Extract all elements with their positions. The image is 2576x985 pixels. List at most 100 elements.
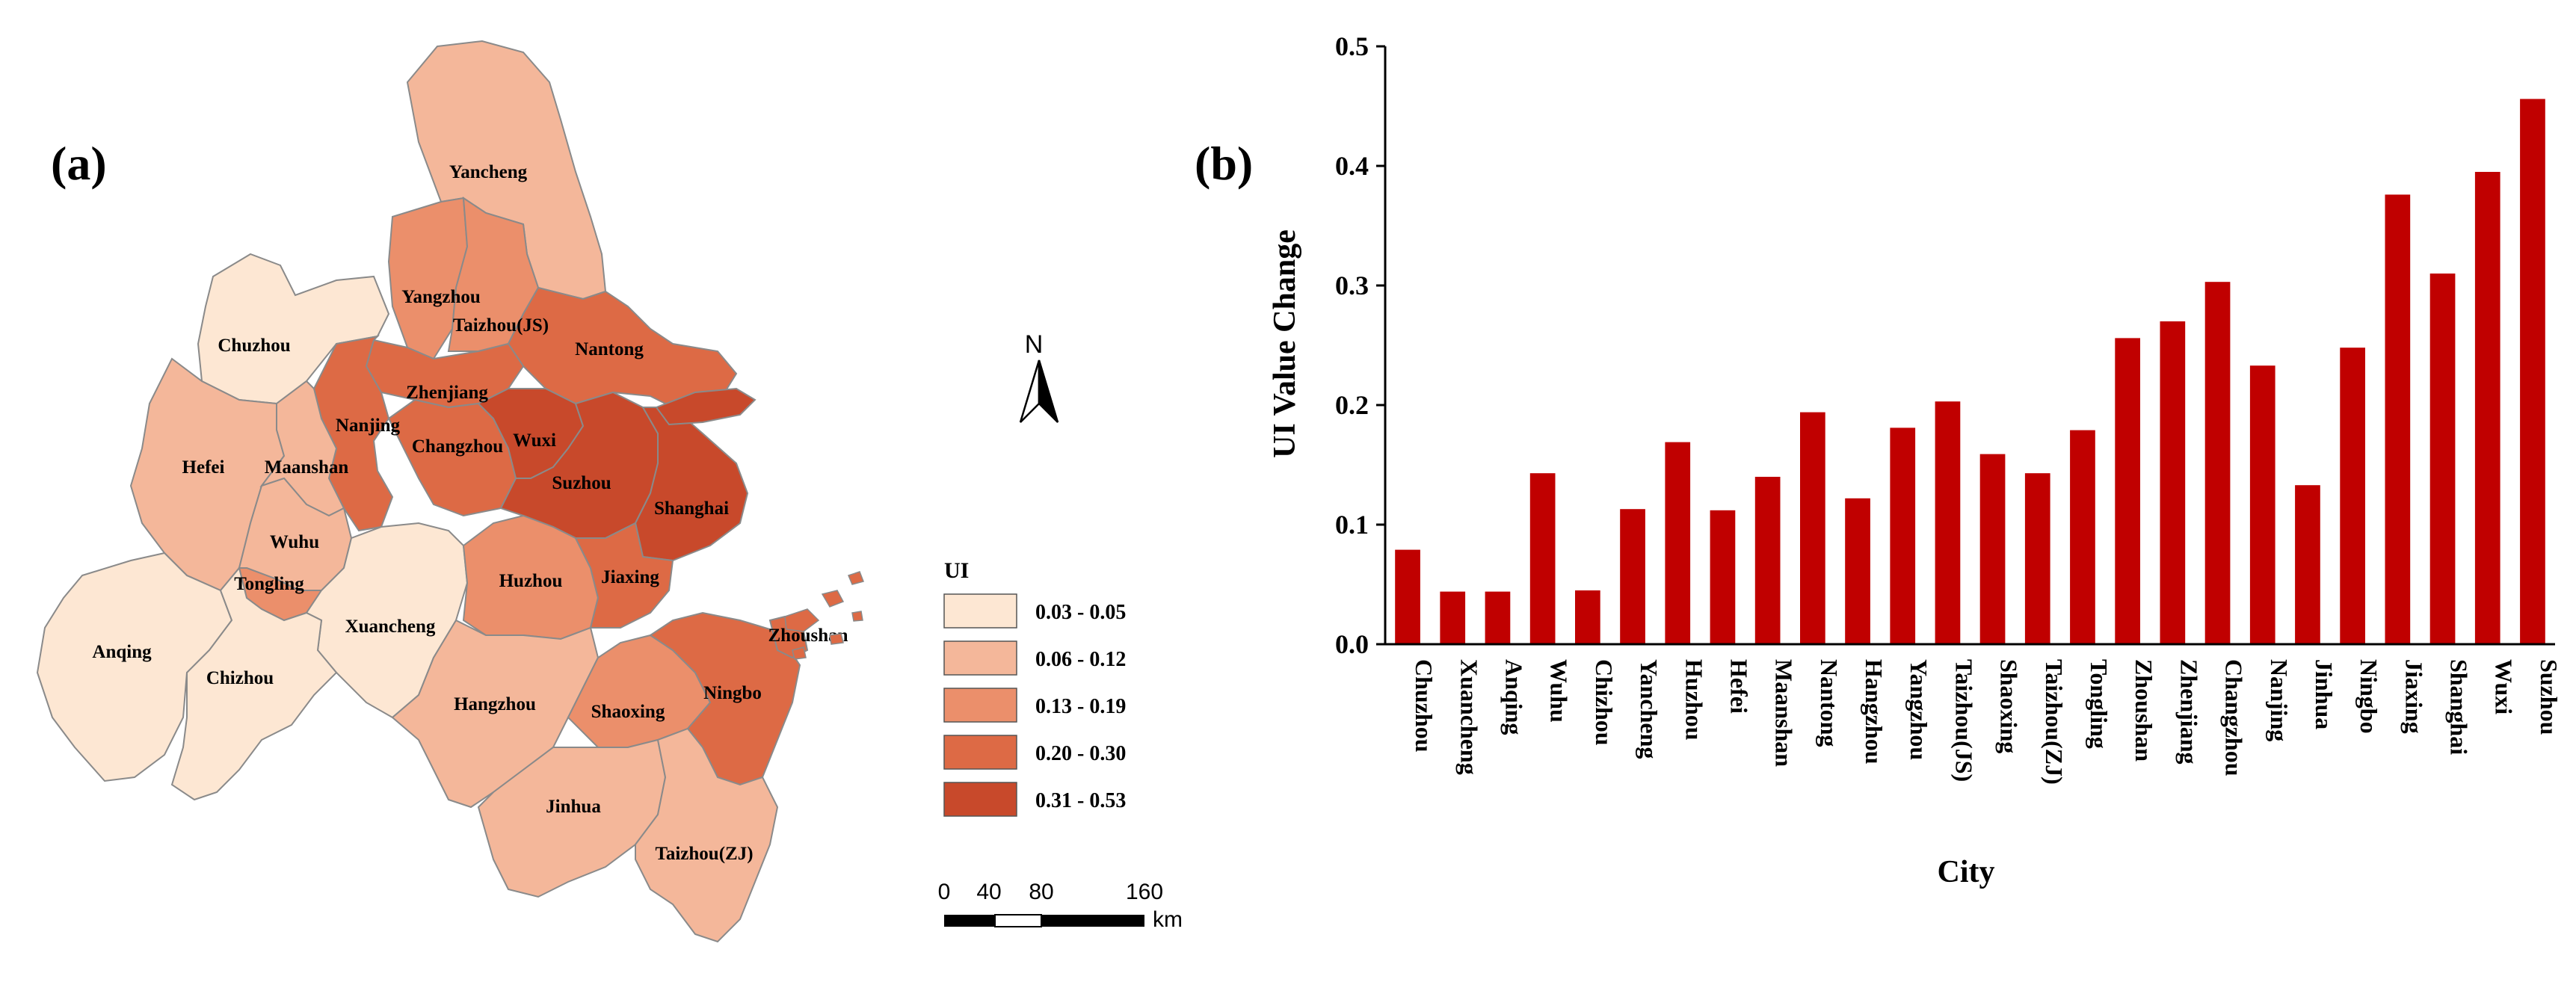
y-tick-label-1: 0.1 bbox=[1335, 510, 1369, 540]
bar-jiaxing bbox=[2385, 194, 2411, 644]
city-label-suzhou: Suzhou bbox=[552, 473, 611, 493]
x-tick-label-chuzhou: Chuzhou bbox=[1411, 659, 1438, 753]
bar-changzhou bbox=[2204, 282, 2231, 644]
bar-zhenjiang bbox=[2160, 321, 2186, 644]
scale-tick-40: 40 bbox=[976, 880, 1001, 904]
city-label-taizhou-zj: Taizhou(ZJ) bbox=[655, 844, 753, 864]
x-tick-label-shaoxing: Shaoxing bbox=[1996, 659, 2023, 753]
region-taizhou-zj bbox=[635, 727, 779, 943]
scale-tick-80: 80 bbox=[1029, 880, 1053, 904]
north-arrow: N bbox=[1019, 330, 1059, 423]
bar-chuzhou bbox=[1395, 549, 1420, 644]
legend: UI 0.03 - 0.05 0.06 - 0.12 0.13 - 0.19 0.20… bbox=[943, 558, 1126, 817]
scale-bar: 0 40 80 160 km bbox=[938, 880, 1183, 932]
panel-a-label: (a) bbox=[51, 137, 107, 190]
city-label-zhenjiang: Zhenjiang bbox=[406, 383, 488, 403]
map-regions bbox=[36, 40, 809, 943]
bar-nanjing bbox=[2249, 365, 2275, 644]
x-ticks: Chuzhou Xuancheng Anqing Wuhu Chizhou Yanchen… bbox=[1411, 659, 2563, 785]
x-tick-label-nanjing: Nanjing bbox=[2266, 659, 2293, 741]
x-tick-label-taizhou-zj: Taizhou(ZJ) bbox=[2041, 659, 2068, 785]
x-tick-label-wuhu: Wuhu bbox=[1546, 659, 1573, 723]
map-panel: (a) Yancheng Yangzhou Taizhou(JS) Nantong Ch… bbox=[36, 40, 1183, 943]
scale-unit: km bbox=[1153, 907, 1183, 932]
legend-label-1: 0.06 - 0.12 bbox=[1035, 648, 1126, 671]
city-label-yancheng: Yancheng bbox=[449, 162, 528, 182]
x-tick-label-yancheng: Yancheng bbox=[1636, 659, 1663, 759]
city-label-huzhou: Huzhou bbox=[499, 571, 563, 591]
x-tick-label-hefei: Hefei bbox=[1725, 659, 1752, 714]
bar-ningbo bbox=[2340, 348, 2365, 644]
bar-jinhua bbox=[2295, 485, 2320, 644]
city-label-hangzhou: Hangzhou bbox=[454, 694, 536, 714]
scale-seg-2 bbox=[994, 914, 1042, 927]
x-tick-label-jinhua: Jinhua bbox=[2311, 659, 2338, 729]
city-label-ningbo: Ningbo bbox=[703, 683, 762, 703]
bar-huzhou bbox=[1665, 442, 1691, 644]
city-label-jiaxing: Jiaxing bbox=[601, 567, 659, 587]
city-label-yangzhou: Yangzhou bbox=[401, 287, 481, 307]
city-label-shanghai: Shanghai bbox=[654, 498, 729, 519]
bar-wuxi bbox=[2474, 172, 2500, 644]
x-tick-label-hangzhou: Hangzhou bbox=[1861, 659, 1888, 764]
chart-panel: (b) UI Value Change City 0.0 0.1 0.2 0.3 0.4… bbox=[1195, 31, 2563, 889]
north-label: N bbox=[1025, 330, 1044, 359]
bar-tongling bbox=[2070, 430, 2095, 644]
city-label-xuancheng: Xuancheng bbox=[345, 617, 436, 637]
city-label-jinhua: Jinhua bbox=[546, 797, 601, 817]
bar-taizhou-zj bbox=[2024, 473, 2050, 644]
y-tick-label-4: 0.4 bbox=[1335, 151, 1369, 181]
city-label-tongling: Tongling bbox=[234, 574, 304, 594]
region-shanghai bbox=[634, 407, 749, 562]
legend-title: UI bbox=[944, 558, 969, 583]
legend-label-4: 0.31 - 0.53 bbox=[1035, 789, 1126, 812]
bar-chizhou bbox=[1575, 590, 1600, 644]
city-label-taizhou-js: Taizhou(JS) bbox=[453, 315, 549, 336]
legend-label-3: 0.20 - 0.30 bbox=[1035, 742, 1126, 765]
y-tick-label-2: 0.2 bbox=[1335, 390, 1369, 420]
x-tick-label-maanshan: Maanshan bbox=[1771, 659, 1798, 767]
y-tick-label-3: 0.3 bbox=[1335, 271, 1369, 300]
legend-swatch-0 bbox=[943, 593, 1017, 629]
x-tick-label-zhenjiang: Zhenjiang bbox=[2175, 659, 2202, 764]
legend-items: 0.03 - 0.05 0.06 - 0.12 0.13 - 0.19 0.20 - … bbox=[943, 593, 1126, 817]
region-chizhou bbox=[170, 566, 338, 801]
city-label-nantong: Nantong bbox=[575, 339, 644, 359]
bar-yangzhou bbox=[1890, 427, 1916, 644]
legend-label-0: 0.03 - 0.05 bbox=[1035, 601, 1126, 624]
city-label-wuxi: Wuxi bbox=[513, 430, 556, 451]
zhoushan-islands bbox=[784, 571, 864, 660]
bar-hefei bbox=[1710, 510, 1736, 644]
x-tick-label-ningbo: Ningbo bbox=[2355, 659, 2382, 734]
legend-swatch-1 bbox=[943, 640, 1017, 676]
bar-suzhou bbox=[2520, 99, 2545, 644]
axes bbox=[1384, 46, 2555, 646]
city-label-changzhou: Changzhou bbox=[412, 436, 503, 457]
legend-swatch-2 bbox=[943, 688, 1017, 723]
city-label-wuhu: Wuhu bbox=[270, 532, 319, 552]
x-tick-label-zhoushan: Zhoushan bbox=[2130, 659, 2157, 762]
scale-seg-1 bbox=[944, 915, 995, 927]
legend-label-2: 0.13 - 0.19 bbox=[1035, 695, 1126, 718]
legend-swatch-4 bbox=[943, 782, 1017, 817]
x-tick-label-wuxi: Wuxi bbox=[2491, 659, 2518, 714]
bars bbox=[1395, 99, 2545, 644]
bar-maanshan bbox=[1754, 477, 1781, 644]
bar-xuancheng bbox=[1440, 591, 1466, 644]
x-tick-label-huzhou: Huzhou bbox=[1680, 659, 1707, 740]
scale-tick-0: 0 bbox=[938, 880, 951, 904]
city-label-anqing: Anqing bbox=[92, 642, 152, 662]
city-label-maanshan: Maanshan bbox=[265, 457, 349, 478]
city-label-shaoxing: Shaoxing bbox=[591, 702, 665, 722]
y-axis-title: UI Value Change bbox=[1268, 229, 1302, 458]
bar-shaoxing bbox=[1979, 454, 2006, 644]
north-arrow-left bbox=[1019, 359, 1041, 423]
x-tick-label-nantong: Nantong bbox=[1816, 659, 1843, 747]
x-tick-label-changzhou: Changzhou bbox=[2221, 659, 2248, 776]
bar-wuhu bbox=[1529, 473, 1556, 644]
x-tick-label-chizhou: Chizhou bbox=[1591, 659, 1618, 746]
city-label-chuzhou: Chuzhou bbox=[218, 336, 290, 356]
bar-shanghai bbox=[2429, 274, 2456, 644]
bar-hangzhou bbox=[1845, 498, 1870, 644]
